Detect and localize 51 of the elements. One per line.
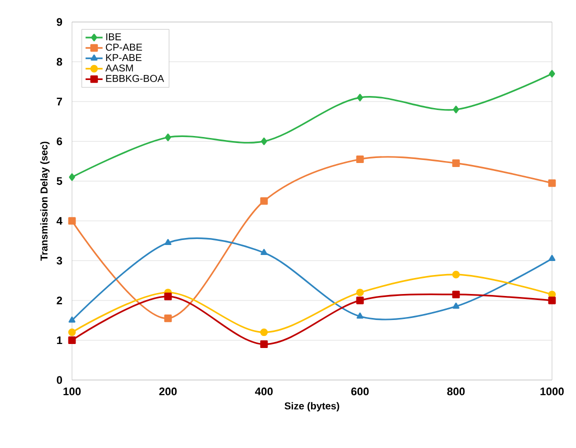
point <box>260 340 268 348</box>
x-tick-label: 800 <box>447 388 465 396</box>
point <box>260 328 268 336</box>
point <box>356 296 364 304</box>
point <box>68 316 76 323</box>
point <box>548 254 556 261</box>
point <box>452 290 460 298</box>
point <box>68 336 76 344</box>
y-tick-label: 0 <box>56 376 62 384</box>
point <box>68 328 76 336</box>
point <box>356 288 364 296</box>
y-tick-label: 8 <box>56 58 62 66</box>
y-tick-label: 4 <box>56 217 62 225</box>
legend-label: CP-ABE <box>106 44 142 51</box>
x-axis-title: Size (bytes) <box>284 402 340 412</box>
point <box>356 155 364 164</box>
point <box>68 173 76 181</box>
point <box>68 217 76 225</box>
legend-label: IBE <box>106 33 122 40</box>
x-tick-label: 100 <box>64 388 81 396</box>
point <box>164 238 172 246</box>
x-tick-label: 200 <box>159 388 177 396</box>
legend-label: KP-ABE <box>106 54 142 61</box>
x-tick-label: 400 <box>255 388 273 396</box>
point <box>356 312 364 319</box>
point <box>260 248 268 256</box>
y-tick-label: 6 <box>56 137 62 146</box>
y-tick-label: 7 <box>56 98 62 106</box>
point <box>260 138 268 146</box>
point <box>164 314 172 322</box>
point <box>452 270 460 278</box>
point <box>260 197 268 205</box>
y-tick-label: 2 <box>56 296 62 304</box>
point <box>164 292 172 300</box>
legend-label: EBBKG-BOA <box>106 74 164 82</box>
x-tick-label: 1000 <box>540 388 564 396</box>
point <box>452 302 460 309</box>
legend-label: AASM <box>105 64 133 72</box>
y-axis-title: Transmission Delay (sec) <box>40 142 50 261</box>
y-tick-label: 5 <box>56 177 62 185</box>
point <box>452 159 460 168</box>
y-tick-label: 9 <box>56 18 62 26</box>
point <box>548 296 556 304</box>
point <box>164 134 172 142</box>
point <box>452 106 460 114</box>
x-tick-label: 600 <box>351 388 369 396</box>
point <box>548 70 556 78</box>
y-tick-label: 1 <box>57 336 62 344</box>
point <box>548 179 556 187</box>
point <box>356 94 364 102</box>
y-tick-label: 3 <box>56 256 62 265</box>
